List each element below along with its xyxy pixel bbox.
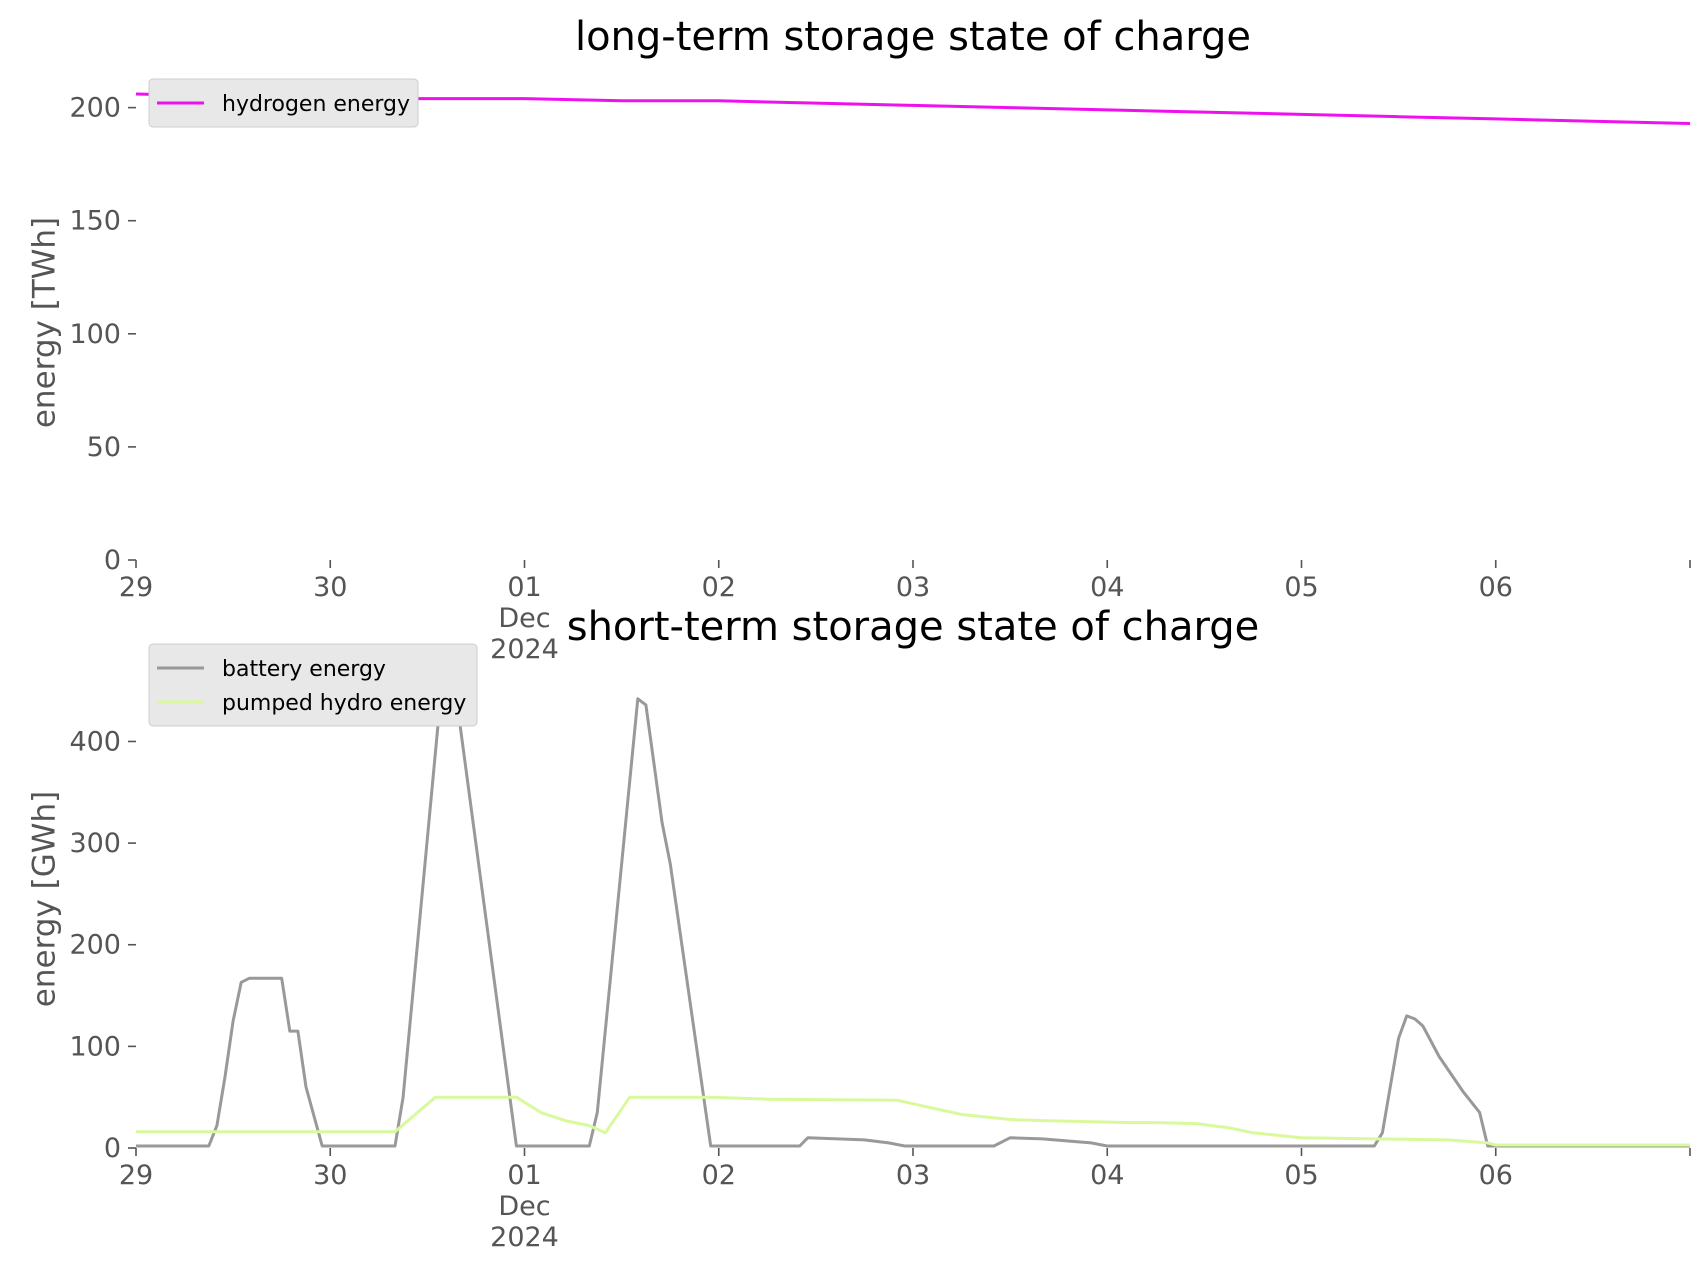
- long-term-chart-panel: long-term storage state of charge energy…: [27, 14, 1691, 665]
- y-tick-label: 150: [69, 206, 121, 237]
- x-tick-label: 01 Dec 2024: [490, 572, 559, 665]
- pumped-hydro-energy-line: [136, 1095, 1690, 1147]
- y-axis-ticks: 0 100 200 300 400: [69, 726, 136, 1164]
- legend: battery energy pumped hydro energy: [148, 643, 478, 727]
- x-tick-label: 06: [1479, 572, 1513, 603]
- legend-box: [148, 643, 478, 727]
- x-tick-label: 04: [1090, 1160, 1124, 1191]
- legend-label: battery energy: [222, 657, 386, 682]
- y-tick-label: 400: [69, 726, 121, 757]
- short-term-chart-panel: short-term storage state of charge energ…: [27, 604, 1691, 1253]
- battery-energy-line: [136, 663, 1690, 1148]
- x-tick-label: 06: [1479, 1160, 1513, 1191]
- legend-label: pumped hydro energy: [222, 691, 466, 716]
- legend: hydrogen energy: [148, 78, 419, 128]
- legend-box: [148, 78, 419, 128]
- chart-title: short-term storage state of charge: [567, 604, 1260, 650]
- y-tick-label: 0: [104, 545, 121, 576]
- y-tick-label: 100: [69, 319, 121, 350]
- y-axis-label: energy [TWh]: [27, 217, 63, 428]
- x-tick-label: 05: [1284, 572, 1318, 603]
- y-tick-label: 200: [69, 93, 121, 124]
- x-axis-ticks: 29 30 01 Dec 2024 02 03 04 05 06: [119, 560, 1691, 665]
- x-tick-label: 04: [1090, 572, 1124, 603]
- y-tick-label: 300: [69, 828, 121, 859]
- chart-title: long-term storage state of charge: [575, 14, 1251, 60]
- y-tick-label: 50: [87, 432, 121, 463]
- x-tick-label: 29: [119, 1160, 153, 1191]
- series-lines: [136, 663, 1690, 1148]
- x-tick-label: 02: [702, 572, 736, 603]
- y-axis-label: energy [GWh]: [27, 791, 63, 1007]
- x-tick-label: 30: [313, 1160, 347, 1191]
- x-tick-label: 30: [313, 572, 347, 603]
- x-tick-label: 03: [896, 1160, 930, 1191]
- y-tick-label: 0: [104, 1133, 121, 1164]
- x-axis-ticks: 29 30 01 Dec 2024 02 03 04 05 06: [119, 1148, 1691, 1253]
- x-tick-label: 05: [1284, 1160, 1318, 1191]
- x-tick-label: 02: [702, 1160, 736, 1191]
- y-axis-ticks: 0 50 100 150 200: [69, 93, 136, 576]
- y-tick-label: 200: [69, 930, 121, 961]
- legend-label: hydrogen energy: [222, 92, 410, 117]
- y-tick-label: 100: [69, 1031, 121, 1062]
- x-tick-label: 03: [896, 572, 930, 603]
- x-tick-label: 01 Dec 2024: [490, 1160, 559, 1253]
- x-tick-label: 29: [119, 572, 153, 603]
